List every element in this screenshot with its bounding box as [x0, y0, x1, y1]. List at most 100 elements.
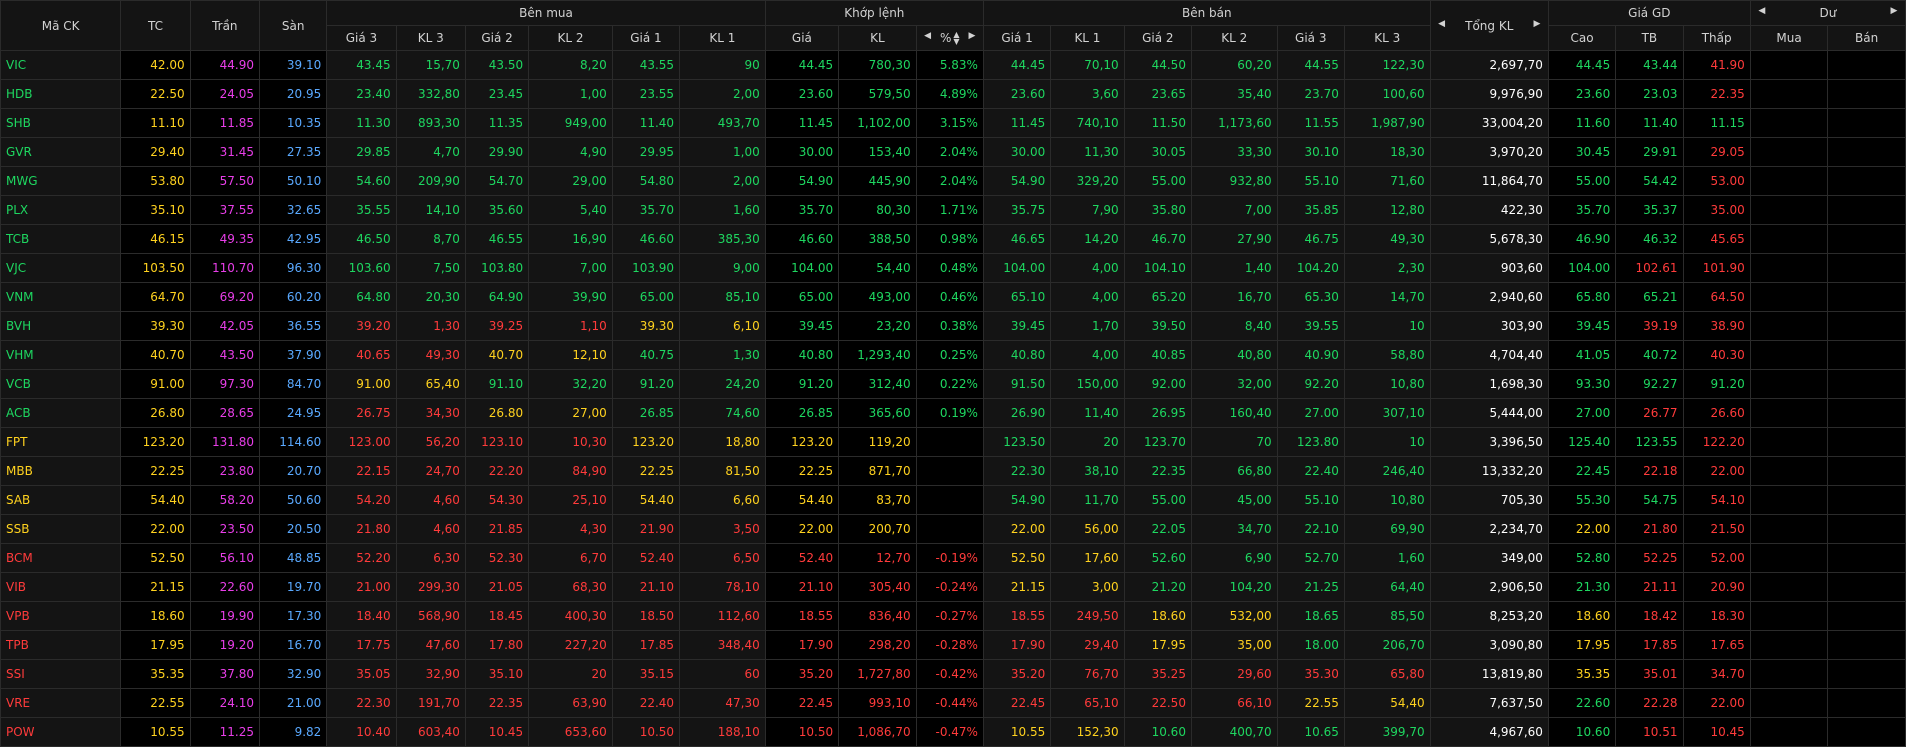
table-cell [1749, 630, 1829, 660]
symbol-cell[interactable]: SAB [0, 485, 122, 515]
table-row[interactable]: VIC 42.00 44.90 39.10 43.45 15,70 43.50 8,20 43.… [0, 50, 1906, 80]
table-row[interactable]: TCB 46.15 49.35 42.95 46.50 8,70 46.55 16,90 46.… [0, 224, 1906, 254]
col-buy-vol-3[interactable]: KL 3 [395, 25, 466, 51]
change-label[interactable]: % [940, 30, 952, 45]
symbol-cell[interactable]: SHB [0, 108, 122, 138]
col-sell-price-1[interactable]: Giá 1 [982, 25, 1052, 51]
change-prev-icon[interactable]: ◀ [924, 30, 932, 41]
symbol-cell[interactable]: VIC [0, 50, 122, 80]
table-cell: 18.60 [120, 601, 191, 631]
change-next-icon[interactable]: ▶ [968, 30, 976, 41]
col-match-price[interactable]: Giá [764, 25, 840, 51]
col-buy-vol-2[interactable]: KL 2 [528, 25, 613, 51]
table-cell: 40.80 [982, 340, 1052, 370]
table-row[interactable]: VIB 21.15 22.60 19.70 21.00 299,30 21.05 68,30 2… [0, 572, 1906, 602]
symbol-cell[interactable]: TPB [0, 630, 122, 660]
table-row[interactable]: MWG 53.80 57.50 50.10 54.60 209,90 54.70 29,00 5… [0, 166, 1906, 196]
table-cell [1827, 166, 1906, 196]
col-sell-vol-1[interactable]: KL 1 [1050, 25, 1125, 51]
symbol-cell[interactable]: SSI [0, 659, 122, 689]
table-cell: 24,70 [395, 456, 466, 486]
symbol-cell[interactable]: GVR [0, 137, 122, 167]
col-remain-sell[interactable]: Bán [1827, 25, 1906, 51]
remain-next-icon[interactable]: ▶ [1890, 6, 1898, 16]
table-row[interactable]: SAB 54.40 58.20 50.60 54.20 4,60 54.30 25,10 54.… [0, 485, 1906, 515]
table-cell: 9,976,90 [1429, 79, 1549, 109]
table-cell: 104.20 [1276, 253, 1345, 283]
symbol-cell[interactable]: PLX [0, 195, 122, 225]
symbol-cell[interactable]: MBB [0, 456, 122, 486]
col-symbol[interactable]: Mã CK [0, 0, 122, 51]
table-cell: 65.20 [1123, 282, 1192, 312]
col-floor[interactable]: Sàn [258, 0, 328, 51]
col-sell-price-2[interactable]: Giá 2 [1123, 25, 1192, 51]
total-volume-label[interactable]: Tổng KL [1465, 18, 1514, 33]
table-row[interactable]: VHM 40.70 43.50 37.90 40.65 49,30 40.70 12,10 40… [0, 340, 1906, 370]
symbol-cell[interactable]: VJC [0, 253, 122, 283]
table-row[interactable]: VJC 103.50 110.70 96.30 103.60 7,50 103.80 7,00… [0, 253, 1906, 283]
symbol-cell[interactable]: SSB [0, 514, 122, 544]
col-sell-vol-2[interactable]: KL 2 [1190, 25, 1278, 51]
scroll-right-icon[interactable]: ▶ [1533, 18, 1541, 29]
col-match-change[interactable]: ◀ % ▲ ▼ ▶ [915, 25, 984, 51]
symbol-cell[interactable]: POW [0, 717, 122, 747]
table-row[interactable]: MBB 22.25 23.80 20.70 22.15 24,70 22.20 84,90 22… [0, 456, 1906, 486]
table-row[interactable]: SHB 11.10 11.85 10.35 11.30 893,30 11.35 949,00… [0, 108, 1906, 138]
col-low[interactable]: Thấp [1682, 25, 1751, 51]
symbol-cell[interactable]: ACB [0, 398, 122, 428]
remain-prev-icon[interactable]: ◀ [1758, 6, 1766, 16]
table-row[interactable]: VCB 91.00 97.30 84.70 91.00 65,40 91.10 32,20 91… [0, 369, 1906, 399]
col-buy-price-2[interactable]: Giá 2 [464, 25, 530, 51]
table-row[interactable]: FPT 123.20 131.80 114.60 123.00 56,20 123.10 10… [0, 427, 1906, 457]
col-buy-price-1[interactable]: Giá 1 [611, 25, 681, 51]
symbol-cell[interactable]: FPT [0, 427, 122, 457]
scroll-left-icon[interactable]: ◀ [1438, 18, 1446, 29]
table-row[interactable]: HDB 22.50 24.05 20.95 23.40 332,80 23.45 1,00 23… [0, 79, 1906, 109]
col-sell-vol-3[interactable]: KL 3 [1343, 25, 1431, 51]
table-cell: 123.80 [1276, 427, 1345, 457]
col-match-vol[interactable]: KL [838, 25, 917, 51]
sort-icon[interactable]: ▲ ▼ [953, 30, 960, 47]
symbol-cell[interactable]: VNM [0, 282, 122, 312]
symbol-cell[interactable]: VHM [0, 340, 122, 370]
table-row[interactable]: BVH 39.30 42.05 36.55 39.20 1,30 39.25 1,10 39.3… [0, 311, 1906, 341]
table-row[interactable]: VRE 22.55 24.10 21.00 22.30 191,70 22.35 63,90 2… [0, 688, 1906, 718]
table-cell: 15,70 [395, 50, 466, 80]
symbol-cell[interactable]: VIB [0, 572, 122, 602]
symbol-cell[interactable]: MWG [0, 166, 122, 196]
table-row[interactable]: PLX 35.10 37.55 32.65 35.55 14,10 35.60 5,40 35.… [0, 195, 1906, 225]
table-cell: 46.70 [1123, 224, 1192, 254]
table-cell: 83,70 [838, 485, 917, 515]
table-row[interactable]: TPB 17.95 19.20 16.70 17.75 47,60 17.80 227,20 1… [0, 630, 1906, 660]
symbol-cell[interactable]: VCB [0, 369, 122, 399]
col-remain-buy[interactable]: Mua [1749, 25, 1829, 51]
symbol-cell[interactable]: VRE [0, 688, 122, 718]
table-cell: 22.20 [464, 456, 530, 486]
table-cell: 1,102,00 [838, 108, 917, 138]
col-avg[interactable]: TB [1615, 25, 1684, 51]
table-cell: 64.50 [1682, 282, 1751, 312]
table-row[interactable]: GVR 29.40 31.45 27.35 29.85 4,70 29.90 4,90 29.9… [0, 137, 1906, 167]
col-high[interactable]: Cao [1547, 25, 1617, 51]
table-row[interactable]: VPB 18.60 19.90 17.30 18.40 568,90 18.45 400,30… [0, 601, 1906, 631]
col-ref[interactable]: TC [120, 0, 191, 51]
symbol-cell[interactable]: VPB [0, 601, 122, 631]
table-row[interactable]: ACB 26.80 28.65 24.95 26.75 34,30 26.80 27,00 26… [0, 398, 1906, 428]
symbol-cell[interactable]: BVH [0, 311, 122, 341]
table-row[interactable]: SSI 35.35 37.80 32.90 35.05 32,90 35.10 20 35.15… [0, 659, 1906, 689]
col-ceiling[interactable]: Trần [189, 0, 260, 51]
table-cell: 28.65 [189, 398, 260, 428]
table-row[interactable]: POW 10.55 11.25 9.82 10.40 603,40 10.45 653,60 1… [0, 717, 1906, 747]
table-cell: 303,90 [1429, 311, 1549, 341]
table-row[interactable]: SSB 22.00 23.50 20.50 21.80 4,60 21.85 4,30 21.9… [0, 514, 1906, 544]
symbol-cell[interactable]: TCB [0, 224, 122, 254]
table-cell [1749, 311, 1829, 341]
col-sell-price-3[interactable]: Giá 3 [1276, 25, 1345, 51]
table-cell: 3,396,50 [1429, 427, 1549, 457]
col-buy-vol-1[interactable]: KL 1 [679, 25, 766, 51]
col-buy-price-3[interactable]: Giá 3 [326, 25, 397, 51]
table-row[interactable]: VNM 64.70 69.20 60.20 64.80 20,30 64.90 39,90 65… [0, 282, 1906, 312]
symbol-cell[interactable]: BCM [0, 543, 122, 573]
symbol-cell[interactable]: HDB [0, 79, 122, 109]
table-row[interactable]: BCM 52.50 56.10 48.85 52.20 6,30 52.30 6,70 52.4… [0, 543, 1906, 573]
